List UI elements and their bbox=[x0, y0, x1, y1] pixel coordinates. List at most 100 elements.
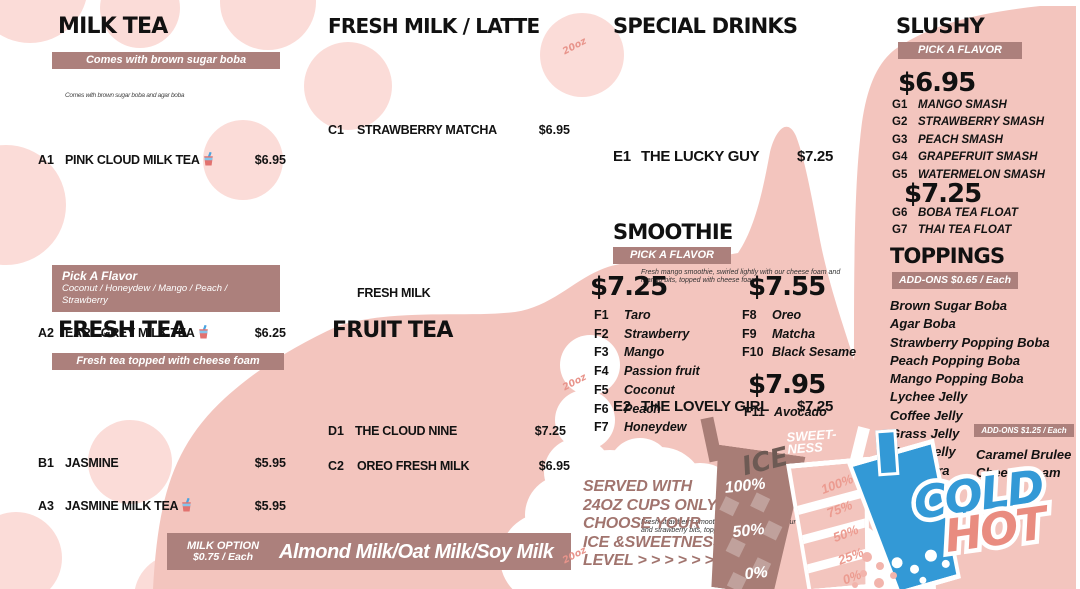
item-price: $7.25 bbox=[796, 148, 833, 165]
item-code: C1 bbox=[328, 123, 344, 137]
item-name: THE LUCKY GUY bbox=[641, 148, 760, 165]
item-name: THE LOVELY GIRL bbox=[641, 398, 770, 415]
slushy-group-2: G6 BOBA TEA FLOAT G7 THAI TEA FLOAT bbox=[892, 205, 1018, 240]
flavor-item: G6 BOBA TEA FLOAT bbox=[892, 205, 1018, 222]
item-code: G6 bbox=[892, 207, 908, 219]
item-code: B2 bbox=[38, 555, 65, 589]
item-price: $7.25 bbox=[796, 398, 833, 415]
milk-option-choices: Almond Milk/Oat Milk/Soy Milk bbox=[279, 540, 554, 563]
item-code: F3 bbox=[594, 345, 609, 360]
item-code: G5 bbox=[892, 168, 908, 181]
fresh-milk-latte-section: FRESH MILK / LATTE C1 STRAWBERRY MATCHA … bbox=[328, 12, 588, 566]
item-name: PINK CLOUD MILK TEA Comes with brown suga… bbox=[65, 79, 255, 242]
item-name: Coconut bbox=[624, 382, 675, 397]
menu-item: A1 PINK CLOUD MILK TEA Comes with brown s… bbox=[38, 79, 286, 242]
menu-item: C2 OREO FRESH MILK $6.95 20oz bbox=[328, 371, 589, 548]
item-name: WATERMELON SMASH bbox=[918, 168, 1045, 181]
item-price: $6.55 bbox=[535, 523, 566, 589]
flavor-item: G4 GRAPEFRUIT SMASH bbox=[892, 149, 1045, 166]
item-name: STRAWBERRY MATCHA FRESH MILK bbox=[357, 123, 497, 300]
toppings-title: TOPPINGS bbox=[890, 244, 1005, 268]
item-code: F9 bbox=[742, 326, 757, 341]
flavor-item: G2 STRAWBERRY SMASH bbox=[892, 114, 1045, 131]
item-code: A1 bbox=[38, 153, 54, 167]
topping-item: Grass Jelly bbox=[890, 426, 960, 442]
slushy-group-1: G1 MANGO SMASH G2 STRAWBERRY SMASH G3 PE… bbox=[892, 97, 1045, 184]
item-name: Avocado bbox=[774, 405, 827, 419]
boba-cup-icon bbox=[180, 427, 193, 512]
fruit-tea-title: FRUIT TEA bbox=[332, 318, 453, 343]
item-name: BOBA TEA FLOAT bbox=[918, 207, 1018, 219]
slushy-title: SLUSHY bbox=[896, 14, 985, 38]
menu-item: B1 JASMINE $5.95 bbox=[38, 382, 286, 545]
flavor-item: G1 MANGO SMASH bbox=[892, 97, 1045, 114]
smoothie-group-1: F1 Taro F2 Strawberry F3 Mango F4 Passio… bbox=[594, 306, 700, 437]
smoothie-price-3: $7.95 bbox=[748, 370, 826, 400]
topping-item: Mango Popping Boba bbox=[890, 371, 1024, 387]
milk-tea-banner: Comes with brown sugar boba bbox=[52, 52, 280, 69]
flavor-item: F3 Mango bbox=[594, 343, 700, 362]
flavor-item: G3 PEACH SMASH bbox=[892, 132, 1045, 149]
item-name: GRAPEFRUIT SMASH bbox=[918, 151, 1038, 164]
menu-item: A2 EARL GREY MILK TEA $6.25 bbox=[38, 252, 286, 415]
milk-tea-flavor-banner: Pick A Flavor Coconut / Honeydew / Mango… bbox=[52, 265, 280, 312]
item-name: PEACH SMASH bbox=[918, 133, 1003, 146]
topping-item: Agar Boba bbox=[890, 316, 956, 332]
item-code: F11 bbox=[744, 405, 765, 419]
cold-hot-labels: COLD COLD HOT HOT bbox=[906, 455, 1053, 568]
boba-cup-icon bbox=[197, 254, 210, 339]
item-code: G7 bbox=[892, 224, 908, 237]
item-name: Strawberry bbox=[624, 326, 690, 341]
fresh-tea-banner: Fresh tea topped with cheese foam bbox=[52, 353, 284, 370]
menu-item: E1 THE LUCKY GUY $7.25 Fresh mango smoot… bbox=[613, 44, 840, 285]
menu-item: A3 JASMINE MILK TEA $5.95 bbox=[38, 425, 286, 588]
item-code: F10 bbox=[742, 345, 764, 360]
fresh-milk-latte-items: C1 STRAWBERRY MATCHA FRESH MILK $6.95 20o… bbox=[328, 35, 589, 589]
fresh-tea-title: FRESH TEA bbox=[58, 318, 188, 343]
smoothie-banner: PICK A FLAVOR bbox=[613, 247, 731, 264]
item-name: STRAWBERRY SMASH bbox=[918, 116, 1045, 129]
item-name: JASMINE bbox=[65, 456, 119, 470]
item-code: F2 bbox=[594, 326, 609, 341]
fresh-tea-items: B1 JASMINE $5.95 B2 FOUR SEASONS $5.95 B… bbox=[38, 382, 286, 589]
toppings-banner-1: ADD-ONS $0.65 / Each bbox=[892, 272, 1018, 289]
item-code: C2 bbox=[328, 458, 344, 473]
served-with-line: SERVED WITH bbox=[583, 478, 692, 495]
smoothie-title: SMOOTHIE bbox=[613, 220, 733, 244]
flavor-item: F2 Strawberry bbox=[594, 325, 700, 344]
item-name: JASMINE MILK TEA bbox=[65, 425, 255, 588]
slushy-banner: PICK A FLAVOR bbox=[898, 42, 1022, 59]
toppings-list-2: Caramel Brulee Cheese Foam bbox=[976, 446, 1071, 483]
item-name: Taro bbox=[624, 308, 651, 322]
fresh-tea-section: FRESH TEA Fresh tea topped with cheese f… bbox=[38, 316, 286, 526]
item-code: A2 bbox=[38, 326, 54, 340]
topping-item: Coffee Jelly bbox=[890, 407, 963, 423]
item-code: F1 bbox=[594, 308, 609, 322]
flavor-item: F7 Honeydew bbox=[594, 418, 700, 437]
served-with-line: LEVEL > > > > > > bbox=[583, 552, 714, 569]
menu-item: C1 STRAWBERRY MATCHA FRESH MILK $6.95 20o… bbox=[328, 35, 589, 374]
smoothie-section: SMOOTHIE PICK A FLAVOR $7.25 F1 Taro F2 … bbox=[578, 220, 868, 435]
toppings-banner-2: ADD-ONS $1.25 / Each bbox=[974, 424, 1074, 437]
sweetness-label: SWEET- NESS bbox=[786, 426, 837, 456]
item-name: THE CLOUD NINE bbox=[355, 424, 458, 438]
toppings-section: TOPPINGS ADD-ONS $0.65 / Each Brown Suga… bbox=[888, 244, 1078, 489]
item-name: EARL GREY MILK TEA bbox=[65, 252, 255, 415]
milk-option-title: MILK OPTION bbox=[186, 539, 260, 552]
item-name: Peach bbox=[624, 401, 661, 416]
smoothie-price-1: $7.25 bbox=[590, 272, 668, 302]
special-drinks-title: SPECIAL DRINKS bbox=[613, 14, 798, 38]
topping-item: Lychee Jelly bbox=[890, 389, 968, 405]
item-code: F5 bbox=[594, 382, 609, 397]
special-drinks-section: SPECIAL DRINKS E1 THE LUCKY GUY $7.25 Fr… bbox=[613, 12, 840, 534]
flavor-item: G7 THAI TEA FLOAT bbox=[892, 222, 1018, 239]
milk-tea-section: MILK TEA Comes with brown sugar boba A1 … bbox=[38, 12, 286, 513]
slushy-price-1: $6.95 bbox=[898, 68, 976, 98]
fruit-tea-items: D1 THE CLOUD NINE $7.25 D2 PASSION FRUIT… bbox=[328, 350, 566, 589]
milk-tea-items: A1 PINK CLOUD MILK TEA Comes with brown s… bbox=[38, 79, 286, 589]
item-name: Matcha bbox=[772, 326, 816, 341]
